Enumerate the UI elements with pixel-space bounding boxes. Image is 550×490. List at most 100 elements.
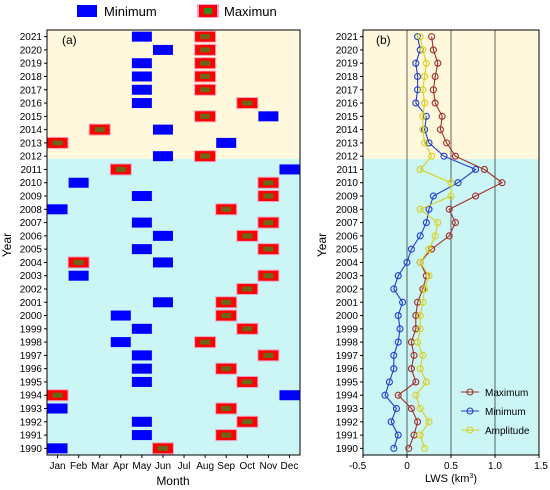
min-marker-1995 xyxy=(131,376,152,387)
max-marker-core-2010 xyxy=(263,180,274,186)
a-ytick-label-1999: 1999 xyxy=(20,324,43,335)
point-maximum-2011 xyxy=(480,165,488,174)
panel-a-label: (a) xyxy=(62,33,77,47)
point-amplitude-2017 xyxy=(419,86,427,94)
point-amplitude-2002 xyxy=(421,285,429,293)
min-marker-2021 xyxy=(131,31,152,42)
max-marker-core-2019 xyxy=(200,60,211,66)
min-marker-1993 xyxy=(47,403,68,414)
point-amplitude-1992 xyxy=(425,418,433,426)
panel-a-xlabel: Month xyxy=(156,474,189,488)
max-marker-core-2006 xyxy=(242,233,253,239)
point-minimum-1994 xyxy=(381,391,389,399)
legend-marker-amplitude xyxy=(466,426,474,434)
point-maximum-2009 xyxy=(472,192,480,200)
max-marker-core-2018 xyxy=(200,73,211,79)
b-ytick-label-2014: 2014 xyxy=(336,125,359,136)
a-ytick-label-2006: 2006 xyxy=(20,231,43,242)
point-minimum-1991 xyxy=(394,431,402,439)
a-ytick-label-1997: 1997 xyxy=(20,351,43,362)
legend-label-maximum: Maximum xyxy=(485,388,528,399)
b-ytick-label-2019: 2019 xyxy=(336,59,359,70)
point-minimum-2012 xyxy=(440,152,448,160)
point-minimum-1995 xyxy=(385,378,393,386)
b-ytick-label-2009: 2009 xyxy=(336,192,359,203)
panel-a-y-axis: 1990 1991 1992 1993 1994 1995 1996 1997 1998 1999… xyxy=(20,32,47,455)
point-maximum-2016 xyxy=(431,99,439,107)
panel-a-x-axis: Jan Feb Mar Apr May Jun Jul Aug Sep Oct Nov Dec xyxy=(49,455,298,472)
min-marker-2006 xyxy=(152,230,173,241)
b-ytick-label-2015: 2015 xyxy=(336,112,359,123)
a-ytick-label-2008: 2008 xyxy=(20,205,43,216)
a-ytick-label-2011: 2011 xyxy=(20,165,42,176)
legend-label-amplitude: Amplitude xyxy=(485,426,530,437)
panel-b-label: (b) xyxy=(376,33,391,47)
legend-minimum-label: Minimum xyxy=(104,4,157,19)
b-ytick-label-1993: 1993 xyxy=(336,404,359,415)
point-maximum-2006 xyxy=(445,232,453,240)
point-maximum-2017 xyxy=(429,86,437,94)
a-ytick-label-2009: 2009 xyxy=(20,192,43,203)
b-ytick-label-1995: 1995 xyxy=(336,377,359,388)
min-marker-2008 xyxy=(47,204,68,215)
a-xtick-label-Aug: Aug xyxy=(196,461,214,472)
a-ytick-label-2018: 2018 xyxy=(20,72,43,83)
point-minimum-1999 xyxy=(396,325,404,333)
min-marker-2019 xyxy=(131,58,152,69)
legend-marker-maximum xyxy=(466,388,474,396)
a-ytick-label-1990: 1990 xyxy=(20,444,43,455)
b-ytick-label-1999: 1999 xyxy=(336,324,359,335)
b-ytick-label-2005: 2005 xyxy=(336,245,359,256)
max-marker-core-2008 xyxy=(221,206,232,212)
b-ytick-label-1994: 1994 xyxy=(336,391,359,402)
legend-maximum-swatch-inner xyxy=(204,8,212,14)
a-ytick-label-2014: 2014 xyxy=(20,125,43,136)
max-marker-core-1994 xyxy=(52,392,63,398)
panel-a-upper-background xyxy=(47,30,300,159)
min-marker-2007 xyxy=(131,217,152,228)
min-marker-1991 xyxy=(131,430,152,441)
b-ytick-label-1990: 1990 xyxy=(336,444,359,455)
point-maximum-1999 xyxy=(412,325,420,333)
min-marker-1997 xyxy=(131,350,152,361)
min-marker-1996 xyxy=(131,363,152,374)
point-amplitude-2000 xyxy=(416,311,424,320)
point-amplitude-1997 xyxy=(419,351,427,359)
a-ytick-label-2010: 2010 xyxy=(20,178,43,189)
point-maximum-2015 xyxy=(438,112,446,120)
point-minimum-2003 xyxy=(394,272,402,280)
max-marker-core-1992 xyxy=(242,419,253,425)
point-amplitude-2011 xyxy=(416,165,424,174)
panel-b-xlabel-sup: 3 xyxy=(469,473,473,480)
b-ytick-label-1992: 1992 xyxy=(336,417,359,428)
b-ytick-label-2000: 2000 xyxy=(336,311,359,322)
point-amplitude-2018 xyxy=(421,72,429,81)
point-maximum-2000 xyxy=(412,311,420,320)
point-minimum-1997 xyxy=(390,351,398,359)
a-ytick-label-2015: 2015 xyxy=(20,112,43,123)
a-xtick-label-Jan: Jan xyxy=(49,461,65,472)
panel-b-series xyxy=(381,33,506,452)
panel-a-lower-background xyxy=(47,159,300,455)
b-ytick-label-2013: 2013 xyxy=(336,138,359,149)
max-marker-core-2005 xyxy=(263,246,274,252)
max-marker-core-2007 xyxy=(263,220,274,226)
min-marker-1999 xyxy=(131,323,152,334)
b-xtick-label-3: 1.0 xyxy=(488,461,502,472)
point-minimum-1996 xyxy=(390,365,398,373)
point-maximum-1993 xyxy=(407,404,415,413)
point-minimum-2001 xyxy=(399,298,407,306)
a-xtick-label-Mar: Mar xyxy=(91,461,109,472)
b-ytick-label-2004: 2004 xyxy=(336,258,359,269)
point-minimum-2013 xyxy=(425,139,433,147)
point-amplitude-2008 xyxy=(416,205,424,213)
b-xtick-label-1: 0 xyxy=(404,461,410,472)
min-marker-1998 xyxy=(110,337,131,348)
point-amplitude-2020 xyxy=(419,46,427,54)
max-marker-core-1998 xyxy=(200,339,211,345)
b-ytick-label-2011: 2011 xyxy=(336,165,358,176)
series-line-amplitude xyxy=(415,36,452,449)
point-maximum-2018 xyxy=(431,72,439,81)
a-ytick-label-2003: 2003 xyxy=(20,271,43,282)
